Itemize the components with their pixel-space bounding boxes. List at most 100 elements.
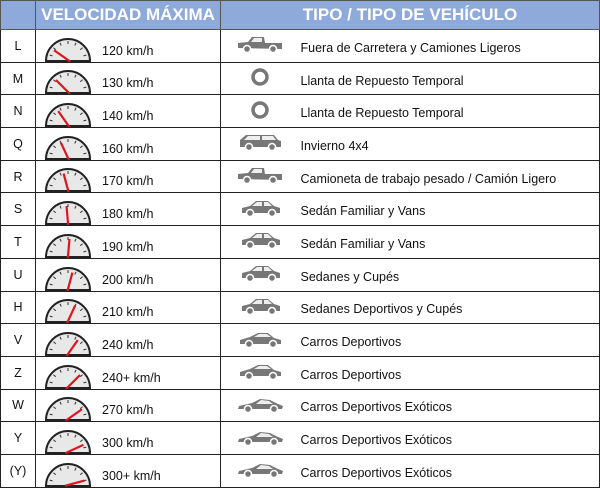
speed-cell: 300+ km/h (35, 453, 221, 488)
header-speed: VELOCIDAD MÁXIMA (35, 0, 221, 30)
coupe-icon (239, 365, 281, 381)
speed-cell: 240+ km/h (35, 355, 221, 390)
vehicle-icon-cell (220, 61, 299, 96)
vehicle-icon-cell (220, 29, 299, 63)
speed-value: 130 km/h (102, 76, 154, 91)
speedometer-icon (44, 70, 92, 95)
speed-code: V (0, 323, 36, 357)
vehicle-icon-cell (220, 453, 299, 488)
coupe-icon (239, 332, 281, 348)
speed-code: N (0, 94, 36, 129)
gauge-needle (53, 49, 72, 62)
vehicle-type: Invierno 4x4 (298, 127, 600, 161)
sedan-icon (241, 266, 280, 283)
header-blank (0, 0, 36, 30)
speed-cell: 140 km/h (35, 94, 221, 129)
speedometer-icon (44, 135, 92, 160)
table-row: V 240 km/h Carros Deportivos (0, 323, 600, 357)
sports-car-icon (237, 464, 283, 479)
speed-value: 240 km/h (102, 337, 154, 352)
speedometer-icon (44, 331, 92, 356)
speed-value: 190 km/h (102, 239, 154, 254)
vehicle-type: Sedanes y Cupés (298, 257, 600, 292)
speed-value: 300 km/h (102, 435, 154, 450)
speed-code: Y (0, 421, 36, 455)
gauge-needle (59, 141, 71, 160)
vehicle-type: Camioneta de trabajo pesado / Camión Lig… (298, 159, 600, 194)
vehicle-type: Fuera de Carretera y Camiones Ligeros (298, 29, 600, 63)
vehicle-icon-cell (220, 421, 299, 455)
speedometer-icon (44, 266, 92, 291)
speed-cell: 190 km/h (35, 225, 221, 259)
speed-cell: 200 km/h (35, 257, 221, 292)
speed-value: 270 km/h (102, 403, 154, 418)
speed-cell: 210 km/h (35, 290, 221, 325)
vehicle-type: Llanta de Repuesto Temporal (298, 94, 600, 129)
speed-code: T (0, 225, 36, 259)
speed-cell: 270 km/h (35, 388, 221, 423)
speed-code: Q (0, 127, 36, 161)
speed-value: 140 km/h (102, 109, 154, 124)
vehicle-icon-cell (220, 388, 299, 423)
speedometer-icon (44, 37, 92, 62)
speed-value: 200 km/h (102, 272, 154, 287)
suv-icon (239, 135, 281, 152)
speed-code: U (0, 257, 36, 292)
gauge-needle (65, 206, 70, 226)
speed-cell: 180 km/h (35, 192, 221, 227)
gauge-needle (62, 173, 70, 193)
vehicle-type: Carros Deportivos (298, 355, 600, 390)
table-row: H 210 km/h Sedanes Deportivos y Cupés (0, 290, 600, 325)
speed-cell: 240 km/h (35, 323, 221, 357)
speed-cell: 170 km/h (35, 159, 221, 194)
speedometer-icon (44, 201, 92, 226)
speed-code: R (0, 159, 36, 194)
vehicle-type: Carros Deportivos Exóticos (298, 453, 600, 488)
speedometer-icon (44, 364, 92, 389)
gauge-needle (66, 238, 71, 258)
vehicle-type: Sedanes Deportivos y Cupés (298, 290, 600, 325)
speed-code: L (0, 29, 36, 63)
speed-value: 120 km/h (102, 43, 154, 58)
vehicle-type: Sedán Familiar y Vans (298, 225, 600, 259)
gauge-needle (57, 110, 71, 128)
sports-car-icon (237, 431, 283, 446)
table-row: N 140 km/h Llanta de Repuesto Temporal (0, 94, 600, 129)
table-row: M 130 km/h Llanta de Repuesto Temporal (0, 61, 600, 96)
tire-icon (251, 100, 269, 119)
vehicle-type: Llanta de Repuesto Temporal (298, 61, 600, 96)
vehicle-type: Carros Deportivos Exóticos (298, 388, 600, 423)
vehicle-icon-cell (220, 290, 299, 325)
speed-value: 300+ km/h (102, 468, 161, 483)
speedometer-icon (44, 103, 92, 128)
tire-icon (251, 68, 269, 86)
speed-code: M (0, 61, 36, 96)
sedan-icon (241, 233, 280, 250)
speed-cell: 130 km/h (35, 61, 221, 96)
speed-cell: 160 km/h (35, 127, 221, 161)
speed-code: Z (0, 355, 36, 390)
gauge-needle (55, 79, 71, 95)
table-row: R 170 km/h Camioneta de trabajo pesado /… (0, 159, 600, 194)
sedan-icon (241, 298, 280, 316)
speed-code: H (0, 290, 36, 325)
vehicle-icon-cell (220, 225, 299, 259)
vehicle-icon-cell (220, 192, 299, 227)
gauge-needle (66, 271, 74, 291)
table-row: W 270 km/h Carros Deportivos Exóticos (0, 388, 600, 423)
vehicle-type: Carros Deportivos (298, 323, 600, 357)
vehicle-icon-cell (220, 127, 299, 161)
speedometer-icon (44, 462, 92, 487)
gauge-needle (65, 305, 77, 324)
pickup-truck-icon (237, 168, 282, 185)
vehicle-icon-cell (220, 323, 299, 357)
table-row: Q 160 km/h Invierno 4x4 (0, 127, 600, 161)
speed-code: W (0, 388, 36, 423)
speed-cell: 300 km/h (35, 421, 221, 455)
speedometer-icon (44, 299, 92, 324)
table-row: S 180 km/h Sedán Familiar y Vans (0, 192, 600, 227)
vehicle-icon-cell (220, 159, 299, 194)
vehicle-icon-cell (220, 94, 299, 129)
header-row: VELOCIDAD MÁXIMA TIPO / TIPO DE VEHÍCULO (0, 0, 600, 30)
speedometer-icon (44, 233, 92, 258)
